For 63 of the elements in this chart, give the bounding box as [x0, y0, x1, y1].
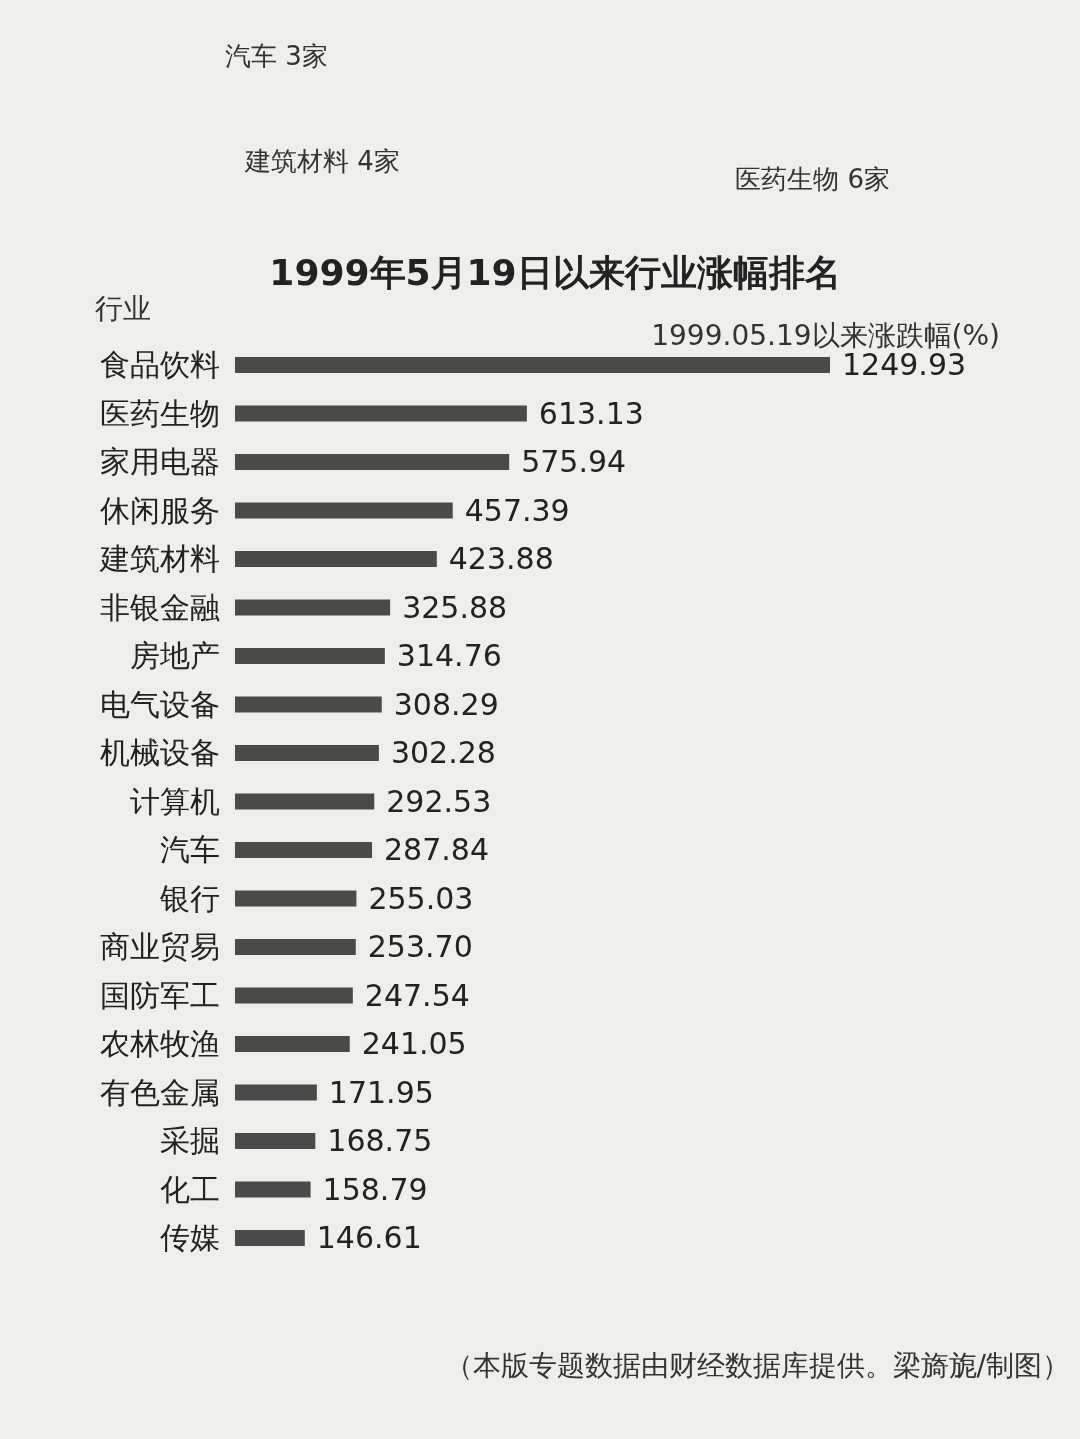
bar — [235, 405, 527, 422]
y-tick-label: 汽车 — [160, 832, 220, 867]
chart-title: 1999年5月19日以来行业涨幅排名 — [269, 252, 841, 293]
bar — [235, 793, 375, 810]
bar — [235, 987, 353, 1004]
bar — [235, 696, 382, 713]
bar — [235, 890, 357, 907]
y-tick-label: 采掘 — [160, 1123, 220, 1158]
y-tick-label: 农林牧渔 — [100, 1026, 220, 1061]
data-label: 423.88 — [448, 541, 554, 576]
bar — [235, 454, 510, 470]
data-label: 613.13 — [538, 395, 644, 431]
bar — [235, 1181, 311, 1198]
bar — [235, 939, 356, 955]
text: 汽车 3家 — [225, 41, 328, 71]
x-axis-title: 1999.05.19以来涨跌幅(%) — [651, 319, 1000, 352]
y-tick-label: 食品饮料 — [100, 347, 220, 382]
data-label: 457.39 — [464, 492, 570, 528]
bar — [235, 502, 453, 519]
y-tick-label: 有色金属 — [100, 1074, 220, 1110]
y-tick-label: 化工 — [160, 1171, 220, 1207]
y-tick-label: 建筑材料 — [99, 541, 220, 576]
bar — [235, 1133, 316, 1149]
y-tick-label: 非银金融 — [100, 589, 220, 625]
y-tick-label: 房地产 — [130, 638, 220, 673]
bar — [235, 1036, 350, 1052]
data-label: 314.76 — [396, 638, 502, 673]
y-axis-title: 行业 — [95, 292, 151, 325]
data-label: 146.61 — [316, 1220, 422, 1255]
data-label: 287.84 — [384, 832, 489, 867]
data-label: 253.70 — [367, 929, 473, 964]
data-label: 308.29 — [393, 686, 499, 722]
y-tick-label: 国防军工 — [100, 977, 220, 1013]
data-label: 168.75 — [327, 1123, 433, 1158]
data-label: 241.05 — [361, 1026, 467, 1061]
bar — [235, 1230, 305, 1246]
bar — [235, 842, 373, 858]
text: 建筑材料 4家 — [244, 146, 400, 176]
data-label: 255.03 — [368, 880, 474, 916]
bar — [235, 599, 391, 616]
y-tick-label: 传媒 — [160, 1220, 220, 1255]
bar — [235, 648, 385, 664]
y-tick-label: 家用电器 — [100, 444, 220, 479]
text: （本版专题数据由财经数据库提供。梁旖旎/制图） — [444, 1349, 1070, 1382]
y-tick-label: 计算机 — [130, 783, 220, 819]
data-label: 302.28 — [390, 735, 496, 770]
bar — [235, 1084, 317, 1101]
data-label: 325.88 — [402, 589, 508, 625]
y-tick-label: 商业贸易 — [100, 929, 220, 964]
data-label: 158.79 — [322, 1171, 428, 1207]
bar — [235, 745, 379, 761]
y-tick-label: 休闲服务 — [100, 492, 220, 528]
text: 医药生物 6家 — [735, 164, 890, 194]
y-tick-label: 电气设备 — [100, 686, 220, 722]
data-label: 575.94 — [521, 444, 627, 479]
data-label: 292.53 — [386, 783, 492, 819]
data-label: 247.54 — [364, 977, 470, 1013]
y-tick-label: 银行 — [159, 880, 220, 916]
y-tick-label: 机械设备 — [100, 735, 220, 770]
data-label: 171.95 — [328, 1074, 434, 1110]
bar — [235, 357, 830, 373]
y-tick-label: 医药生物 — [100, 395, 220, 431]
bar — [235, 551, 437, 567]
